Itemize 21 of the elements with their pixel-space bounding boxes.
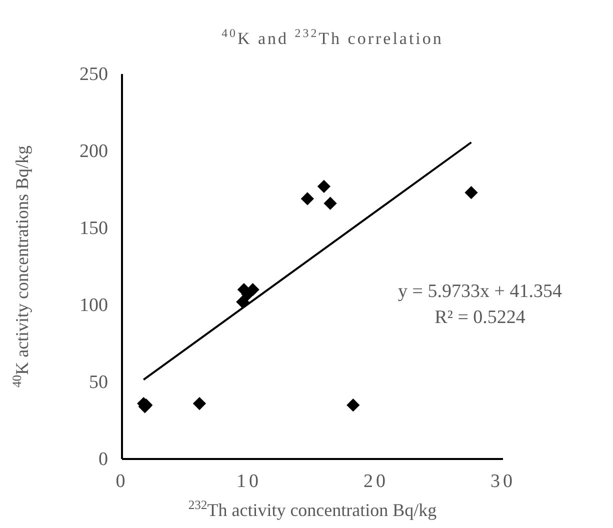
point [464, 186, 478, 200]
x-tick-label: 30 [490, 471, 516, 492]
x-axis-title: $^{232}$Th activity concentration Bq/kg [188, 498, 437, 520]
x-tick-label: 20 [364, 471, 388, 492]
y-tick-label: 200 [80, 141, 108, 162]
point [236, 295, 250, 308]
x-tick-label: 10 [236, 471, 262, 492]
point [300, 192, 314, 206]
y-tick-label: 50 [89, 372, 108, 393]
annotation: R² = 0.5224 [434, 307, 526, 328]
y-tick-label: 250 [80, 64, 108, 85]
point [324, 196, 337, 210]
point [346, 398, 360, 412]
y-tick-label: 100 [80, 295, 108, 316]
x-tick-label: 0 [116, 471, 128, 492]
point [192, 396, 206, 410]
chart-title: $^{40}$K and $^{232}$Th correlation [222, 26, 444, 48]
annotation: y = 5.9733x + 41.354 [398, 281, 562, 302]
point [317, 180, 330, 193]
y-tick-label: 0 [98, 449, 108, 470]
y-tick-label: 150 [80, 218, 108, 239]
